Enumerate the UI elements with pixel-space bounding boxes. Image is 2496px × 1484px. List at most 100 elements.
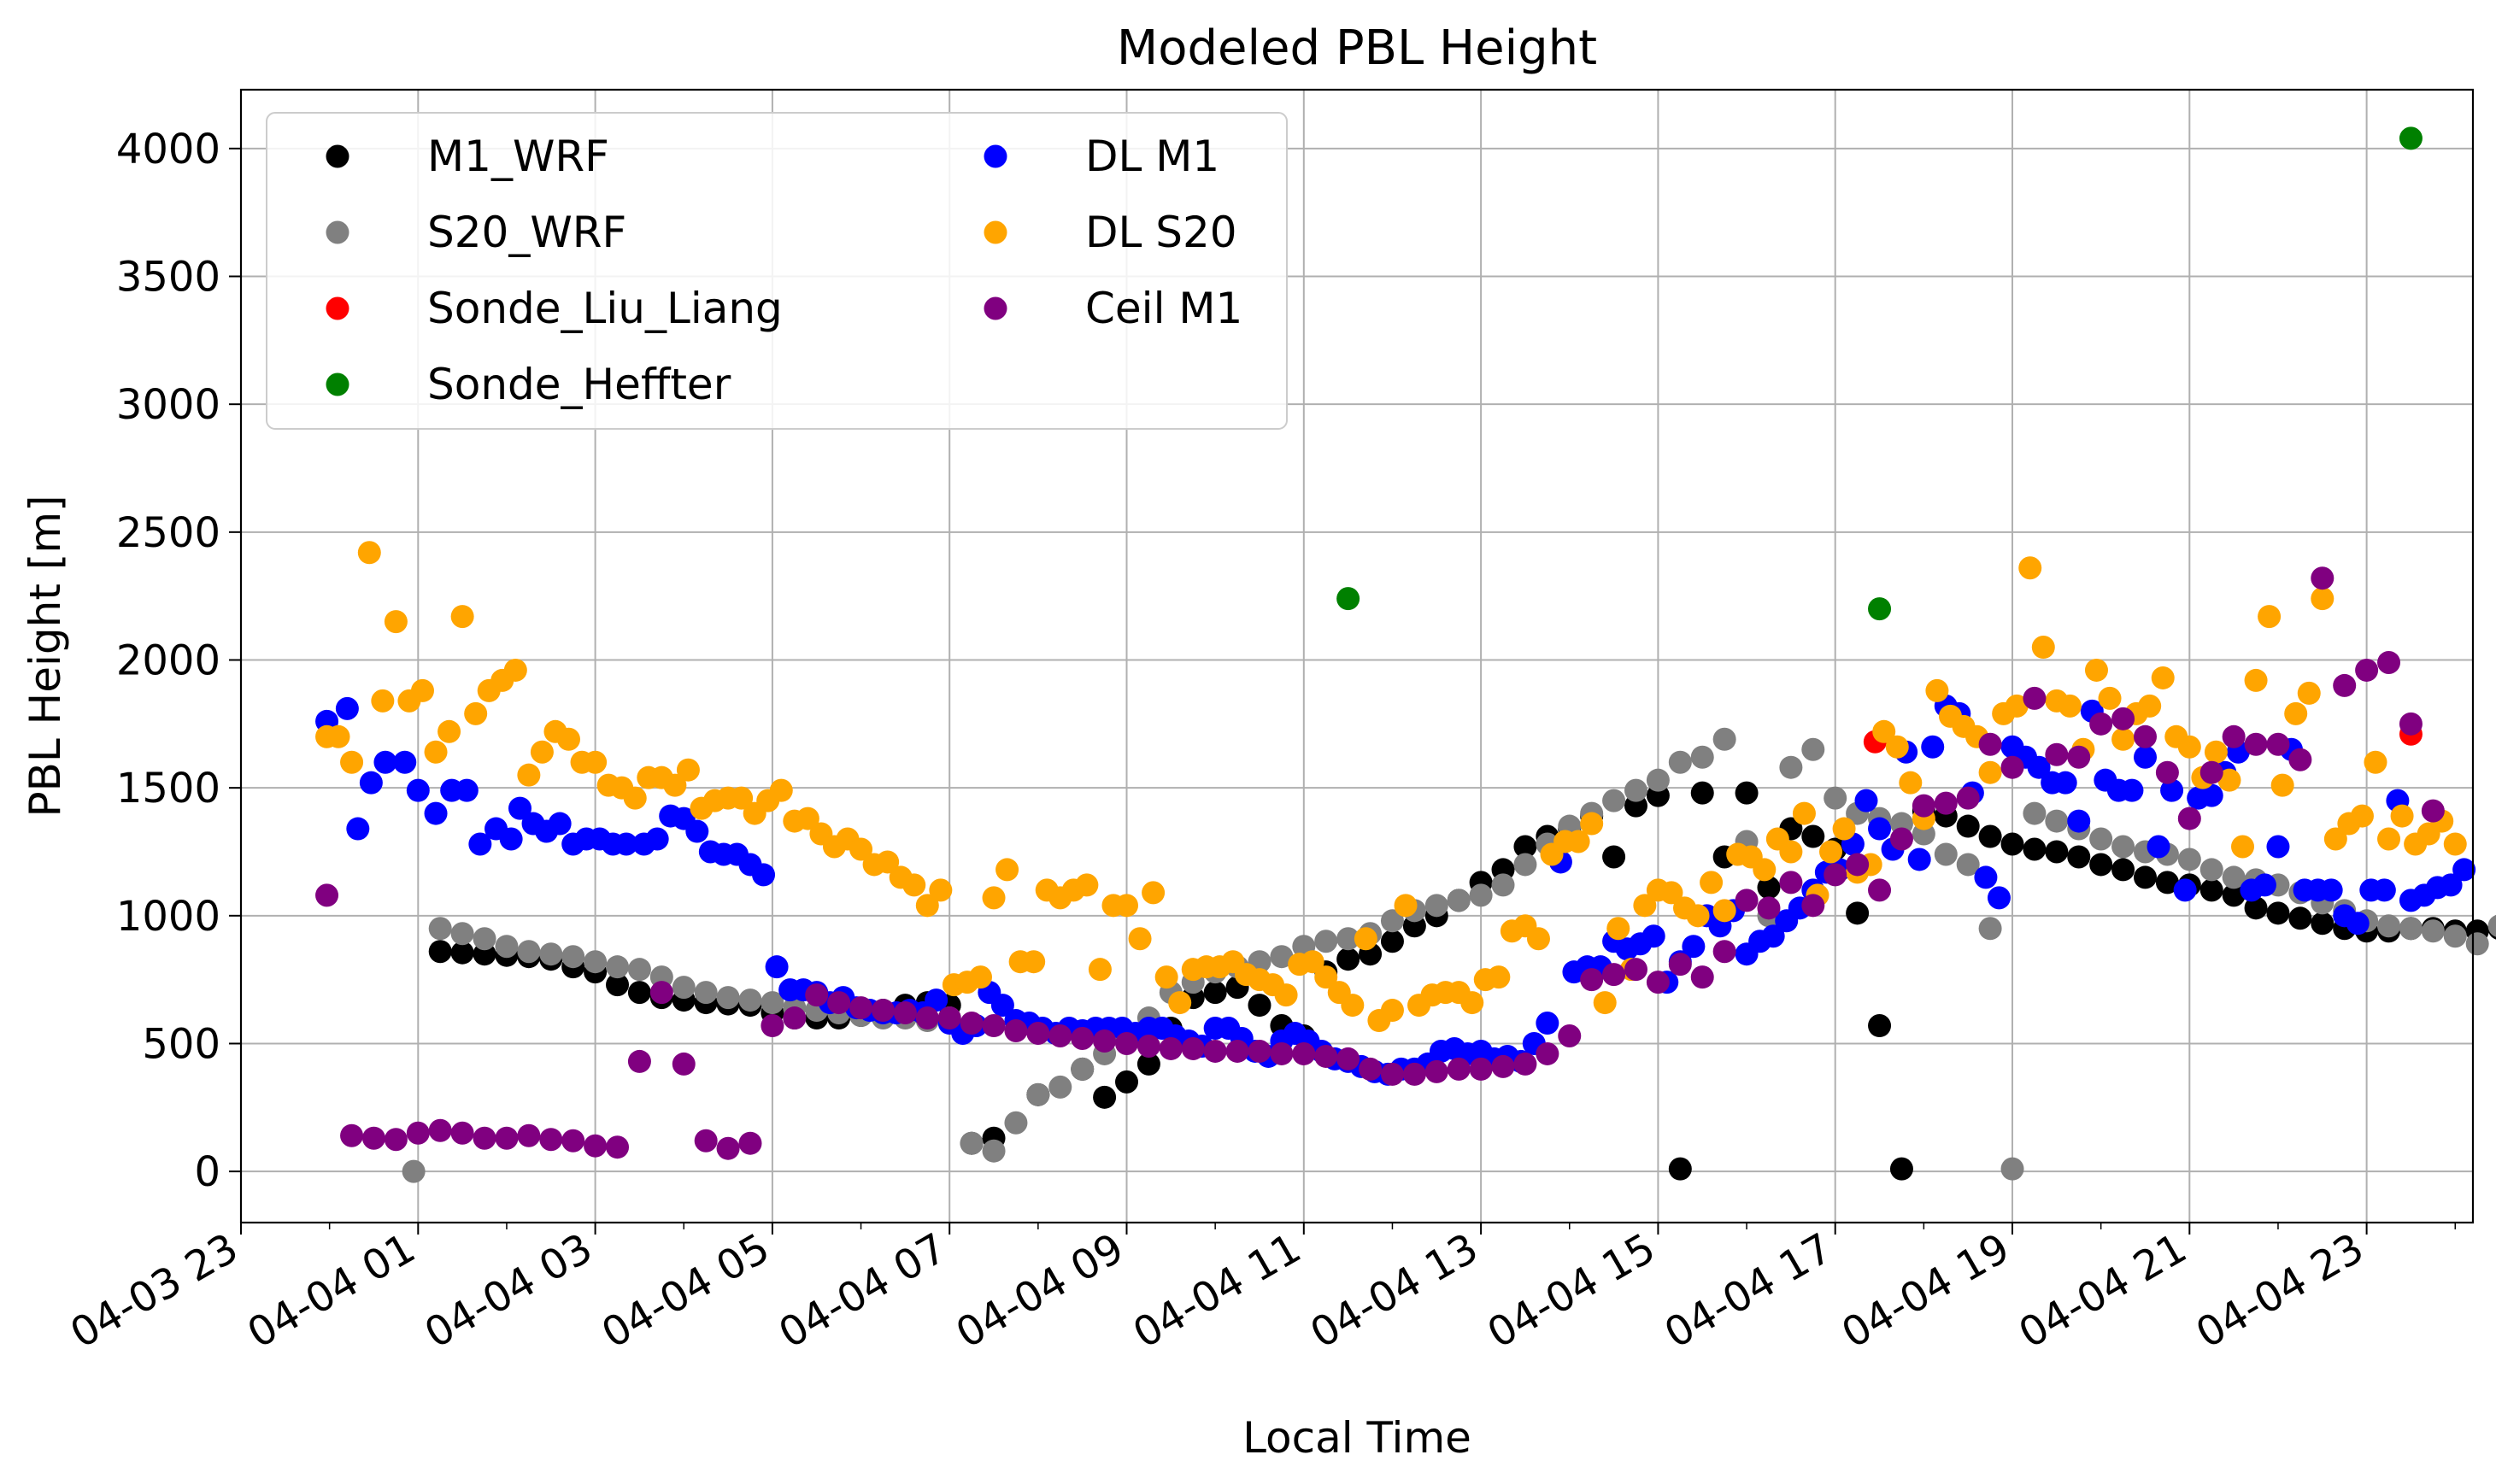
point-dl-s20 (1566, 830, 1590, 853)
point-ceil-m1 (827, 991, 851, 1015)
point-dl-m1 (2120, 778, 2144, 802)
point-m1-wrf (1690, 781, 1714, 805)
point-dl-s20 (876, 850, 900, 874)
point-m1-wrf (2045, 840, 2069, 864)
point-ceil-m1 (982, 1014, 1006, 1038)
point-ceil-m1 (2045, 742, 2069, 766)
legend-label-ceil-m1: Ceil M1 (1085, 284, 1242, 333)
point-dl-s20 (503, 658, 527, 682)
point-ceil-m1 (761, 1014, 784, 1038)
point-m1-wrf (2067, 845, 2091, 869)
point-dl-m1 (990, 994, 1014, 1018)
point-ceil-m1 (2222, 724, 2246, 748)
point-ceil-m1 (2177, 807, 2201, 830)
point-ceil-m1 (1779, 871, 1803, 895)
data-points (315, 126, 2496, 1183)
point-dl-s20 (1712, 899, 1736, 923)
point-s20-wrf (1004, 1111, 1028, 1135)
point-ceil-m1 (1447, 1057, 1471, 1081)
point-m1-wrf (1956, 814, 1980, 838)
x-axis-label: Local Time (1242, 1413, 1471, 1463)
point-dl-m1 (2266, 835, 2290, 859)
point-ceil-m1 (1402, 1062, 1426, 1086)
point-m1-wrf (1978, 824, 2002, 848)
point-m1-wrf (1203, 981, 1227, 1005)
point-ceil-m1 (849, 996, 873, 1020)
legend-marker-sonde-heffter (326, 372, 349, 396)
point-s20-wrf (2487, 914, 2496, 937)
point-dl-m1 (2319, 878, 2343, 902)
point-s20-wrf (495, 935, 519, 959)
point-ceil-m1 (694, 1129, 718, 1153)
point-dl-s20 (326, 724, 350, 748)
point-ceil-m1 (1359, 1057, 1383, 1081)
point-ceil-m1 (2199, 760, 2223, 784)
point-ceil-m1 (1159, 1036, 1183, 1060)
point-m1-wrf (428, 940, 452, 964)
point-ceil-m1 (2399, 712, 2423, 736)
point-dl-s20 (2084, 658, 2108, 682)
point-dl-m1 (2199, 783, 2223, 807)
point-dl-s20 (1022, 950, 1046, 974)
point-s20-wrf (1424, 894, 1448, 918)
point-dl-m1 (359, 771, 383, 795)
point-dl-s20 (2297, 681, 2321, 705)
point-ceil-m1 (1602, 963, 1626, 987)
point-ceil-m1 (937, 1006, 961, 1030)
point-ceil-m1 (1824, 863, 1847, 887)
point-ceil-m1 (2421, 799, 2445, 823)
point-dl-s20 (1633, 894, 1657, 918)
legend-marker-dl-m1 (984, 144, 1007, 168)
point-m1-wrf (1336, 947, 1360, 971)
point-ceil-m1 (561, 1129, 585, 1153)
point-ceil-m1 (738, 1131, 762, 1155)
point-s20-wrf (2111, 835, 2135, 859)
point-dl-m1 (1987, 886, 2011, 910)
point-dl-s20 (517, 763, 541, 787)
point-s20-wrf (2465, 932, 2489, 956)
point-ceil-m1 (2333, 673, 2357, 697)
point-dl-s20 (1168, 991, 1192, 1015)
point-dl-s20 (2111, 727, 2135, 751)
point-dl-m1 (1907, 848, 1931, 871)
point-m1-wrf (1380, 930, 1404, 953)
point-ceil-m1 (1380, 1062, 1404, 1086)
point-s20-wrf (428, 917, 452, 941)
point-dl-m1 (2346, 912, 2370, 936)
point-dl-s20 (464, 701, 488, 725)
point-dl-s20 (1792, 801, 1816, 825)
point-dl-m1 (406, 778, 430, 802)
point-ceil-m1 (2266, 732, 2290, 756)
point-dl-s20 (2098, 686, 2122, 710)
point-ceil-m1 (2155, 760, 2179, 784)
point-dl-s20 (1593, 991, 1617, 1015)
point-m1-wrf (1513, 835, 1537, 859)
point-m1-wrf (2288, 906, 2312, 930)
point-m1-wrf (1868, 1014, 1892, 1038)
point-dl-m1 (685, 819, 709, 843)
point-m1-wrf (2311, 912, 2334, 936)
point-dl-s20 (2323, 827, 2347, 851)
legend-marker-s20-wrf (326, 220, 349, 244)
point-dl-s20 (2284, 701, 2308, 725)
point-dl-s20 (2217, 768, 2241, 792)
point-dl-s20 (623, 786, 647, 810)
point-ceil-m1 (1558, 1024, 1582, 1047)
point-dl-s20 (2311, 587, 2334, 611)
point-dl-m1 (2067, 809, 2091, 833)
point-ceil-m1 (495, 1126, 519, 1150)
point-ceil-m1 (606, 1135, 630, 1159)
point-dl-s20 (1978, 760, 2002, 784)
point-dl-s20 (1606, 917, 1630, 941)
y-tick-label: 3000 (116, 381, 220, 429)
point-s20-wrf (1380, 909, 1404, 933)
point-s20-wrf (1824, 786, 1847, 810)
point-s20-wrf (517, 940, 541, 964)
point-dl-s20 (1885, 735, 1909, 759)
point-m1-wrf (2199, 878, 2223, 902)
point-ceil-m1 (672, 1052, 696, 1076)
point-dl-m1 (2053, 771, 2077, 795)
point-s20-wrf (1447, 889, 1471, 912)
legend-label-dl-s20: DL S20 (1085, 208, 1237, 257)
point-dl-m1 (468, 832, 492, 856)
